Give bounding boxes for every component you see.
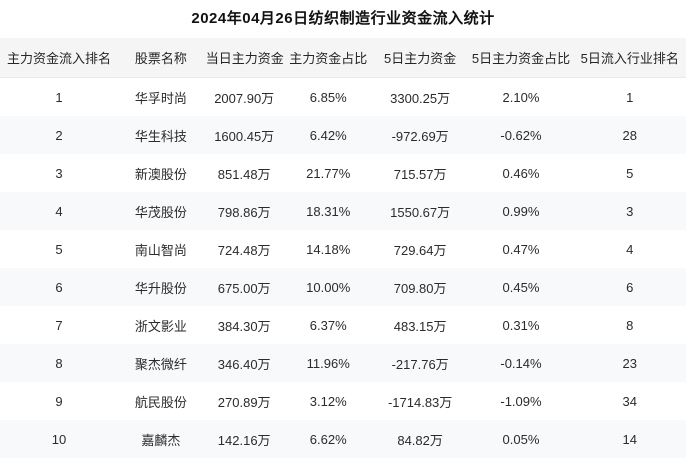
cell-main-fund-ratio: 6.85% xyxy=(309,89,347,105)
cell-5day-main-fund: 715.57万 xyxy=(393,166,447,182)
cell-5day-main-fund: 84.82万 xyxy=(397,432,443,448)
header-stock-name: 股票名称 xyxy=(117,38,204,78)
cell-stock-name: 华茂股份 xyxy=(134,204,187,220)
cell-5day-industry-rank: 8 xyxy=(626,317,634,333)
cell-5day-fund-ratio: 0.31% xyxy=(502,317,540,333)
cell-main-fund-ratio: 6.37% xyxy=(309,317,347,333)
cell-rank: 3 xyxy=(55,165,63,181)
cell-rank: 2 xyxy=(55,127,63,143)
cell-5day-fund-ratio: -1.09% xyxy=(500,393,542,409)
cell-rank: 5 xyxy=(55,241,63,257)
cell-stock-name: 嘉麟杰 xyxy=(141,432,181,448)
table-row: 6 华升股份 675.00万 10.00% 709.80万 0.45% 6 xyxy=(0,268,686,306)
cell-5day-industry-rank: 23 xyxy=(622,355,637,371)
cell-5day-industry-rank: 28 xyxy=(622,127,637,143)
cell-5day-main-fund: -217.76万 xyxy=(391,356,449,372)
cell-main-fund-ratio: 11.96% xyxy=(306,355,350,371)
cell-daily-main-fund: 851.48万 xyxy=(217,166,271,182)
cell-rank: 8 xyxy=(55,355,63,371)
cell-daily-main-fund: 1600.45万 xyxy=(214,128,275,144)
table-row: 9 航民股份 270.89万 3.12% -1714.83万 -1.09% 34 xyxy=(0,382,686,420)
table-row: 4 华茂股份 798.86万 18.31% 1550.67万 0.99% 3 xyxy=(0,192,686,230)
cell-rank: 9 xyxy=(55,393,63,409)
cell-5day-fund-ratio: -0.14% xyxy=(500,355,542,371)
cell-5day-main-fund: -972.69万 xyxy=(391,128,449,144)
cell-daily-main-fund: 2007.90万 xyxy=(214,90,275,106)
cell-main-fund-ratio: 14.18% xyxy=(306,241,351,257)
table-row: 3 新澳股份 851.48万 21.77% 715.57万 0.46% 5 xyxy=(0,154,686,192)
cell-5day-fund-ratio: 0.05% xyxy=(502,431,540,447)
cell-daily-main-fund: 384.30万 xyxy=(217,318,271,334)
cell-daily-main-fund: 346.40万 xyxy=(217,356,271,372)
cell-stock-name: 华孚时尚 xyxy=(134,90,187,106)
cell-daily-main-fund: 142.16万 xyxy=(217,432,271,448)
table-row: 1 华孚时尚 2007.90万 6.85% 3300.25万 2.10% 1 xyxy=(0,77,686,116)
table-row: 8 聚杰微纤 346.40万 11.96% -217.76万 -0.14% 23 xyxy=(0,344,686,382)
cell-5day-industry-rank: 34 xyxy=(622,393,637,409)
cell-daily-main-fund: 798.86万 xyxy=(217,204,271,220)
cell-main-fund-ratio: 21.77% xyxy=(306,165,351,181)
cell-5day-main-fund: 729.64万 xyxy=(393,242,447,258)
cell-stock-name: 浙文影业 xyxy=(134,318,187,334)
cell-rank: 4 xyxy=(55,203,63,219)
cell-daily-main-fund: 270.89万 xyxy=(217,394,271,410)
cell-daily-main-fund: 724.48万 xyxy=(217,242,271,258)
cell-stock-name: 聚杰微纤 xyxy=(134,356,187,372)
header-5day-fund-ratio: 5日主力资金占比 xyxy=(468,38,574,78)
cell-5day-main-fund: 3300.25万 xyxy=(390,90,451,106)
cell-main-fund-ratio: 3.12% xyxy=(309,393,347,409)
cell-rank: 10 xyxy=(51,431,67,447)
header-main-fund-ratio: 主力资金占比 xyxy=(284,38,372,78)
cell-stock-name: 新澳股份 xyxy=(134,166,187,182)
cell-rank: 1 xyxy=(55,89,63,105)
table-row: 5 南山智尚 724.48万 14.18% 729.64万 0.47% 4 xyxy=(0,230,686,268)
cell-stock-name: 华生科技 xyxy=(134,128,187,144)
header-daily-main-fund: 当日主力资金 xyxy=(203,38,285,78)
cell-5day-fund-ratio: 0.46% xyxy=(502,165,540,181)
cell-5day-main-fund: 483.15万 xyxy=(393,318,447,334)
cell-daily-main-fund: 675.00万 xyxy=(217,280,271,296)
cell-5day-industry-rank: 1 xyxy=(626,89,634,105)
table-row: 2 华生科技 1600.45万 6.42% -972.69万 -0.62% 28 xyxy=(0,116,686,154)
cell-stock-name: 南山智尚 xyxy=(134,242,187,258)
cell-5day-main-fund: 1550.67万 xyxy=(390,204,451,220)
table-header-row: 主力资金流入排名 股票名称 当日主力资金 主力资金占比 5日主力资金 5日主力资… xyxy=(0,38,686,78)
cell-5day-industry-rank: 6 xyxy=(626,279,634,295)
header-5day-main-fund: 5日主力资金 xyxy=(371,38,469,78)
cell-5day-fund-ratio: 2.10% xyxy=(502,89,540,105)
cell-main-fund-ratio: 6.62% xyxy=(309,431,347,447)
cell-5day-main-fund: 709.80万 xyxy=(393,280,447,296)
cell-5day-industry-rank: 4 xyxy=(626,241,634,257)
cell-5day-industry-rank: 3 xyxy=(626,203,634,219)
cell-stock-name: 华升股份 xyxy=(134,280,187,296)
cell-main-fund-ratio: 6.42% xyxy=(309,127,347,143)
cell-5day-fund-ratio: 0.45% xyxy=(502,279,540,295)
cell-rank: 7 xyxy=(55,317,63,333)
cell-stock-name: 航民股份 xyxy=(134,394,187,410)
table-row: 7 浙文影业 384.30万 6.37% 483.15万 0.31% 8 xyxy=(0,306,686,344)
header-5day-industry-rank: 5日流入行业排名 xyxy=(573,38,686,78)
page-title: 2024年04月26日纺织制造行业资金流入统计 xyxy=(191,10,495,27)
cell-rank: 6 xyxy=(55,279,63,295)
cell-main-fund-ratio: 18.31% xyxy=(306,203,351,219)
cell-5day-fund-ratio: 0.47% xyxy=(502,241,540,257)
cell-5day-fund-ratio: -0.62% xyxy=(500,127,542,143)
fund-flow-table: 主力资金流入排名 股票名称 当日主力资金 主力资金占比 5日主力资金 5日主力资… xyxy=(0,38,686,458)
cell-5day-fund-ratio: 0.99% xyxy=(502,203,540,219)
header-inflow-rank: 主力资金流入排名 xyxy=(0,38,118,78)
cell-5day-industry-rank: 5 xyxy=(626,165,634,181)
table-row: 10 嘉麟杰 142.16万 6.62% 84.82万 0.05% 14 xyxy=(0,420,686,458)
cell-5day-main-fund: -1714.83万 xyxy=(387,394,453,410)
cell-5day-industry-rank: 14 xyxy=(622,431,637,447)
cell-main-fund-ratio: 10.00% xyxy=(306,279,351,295)
